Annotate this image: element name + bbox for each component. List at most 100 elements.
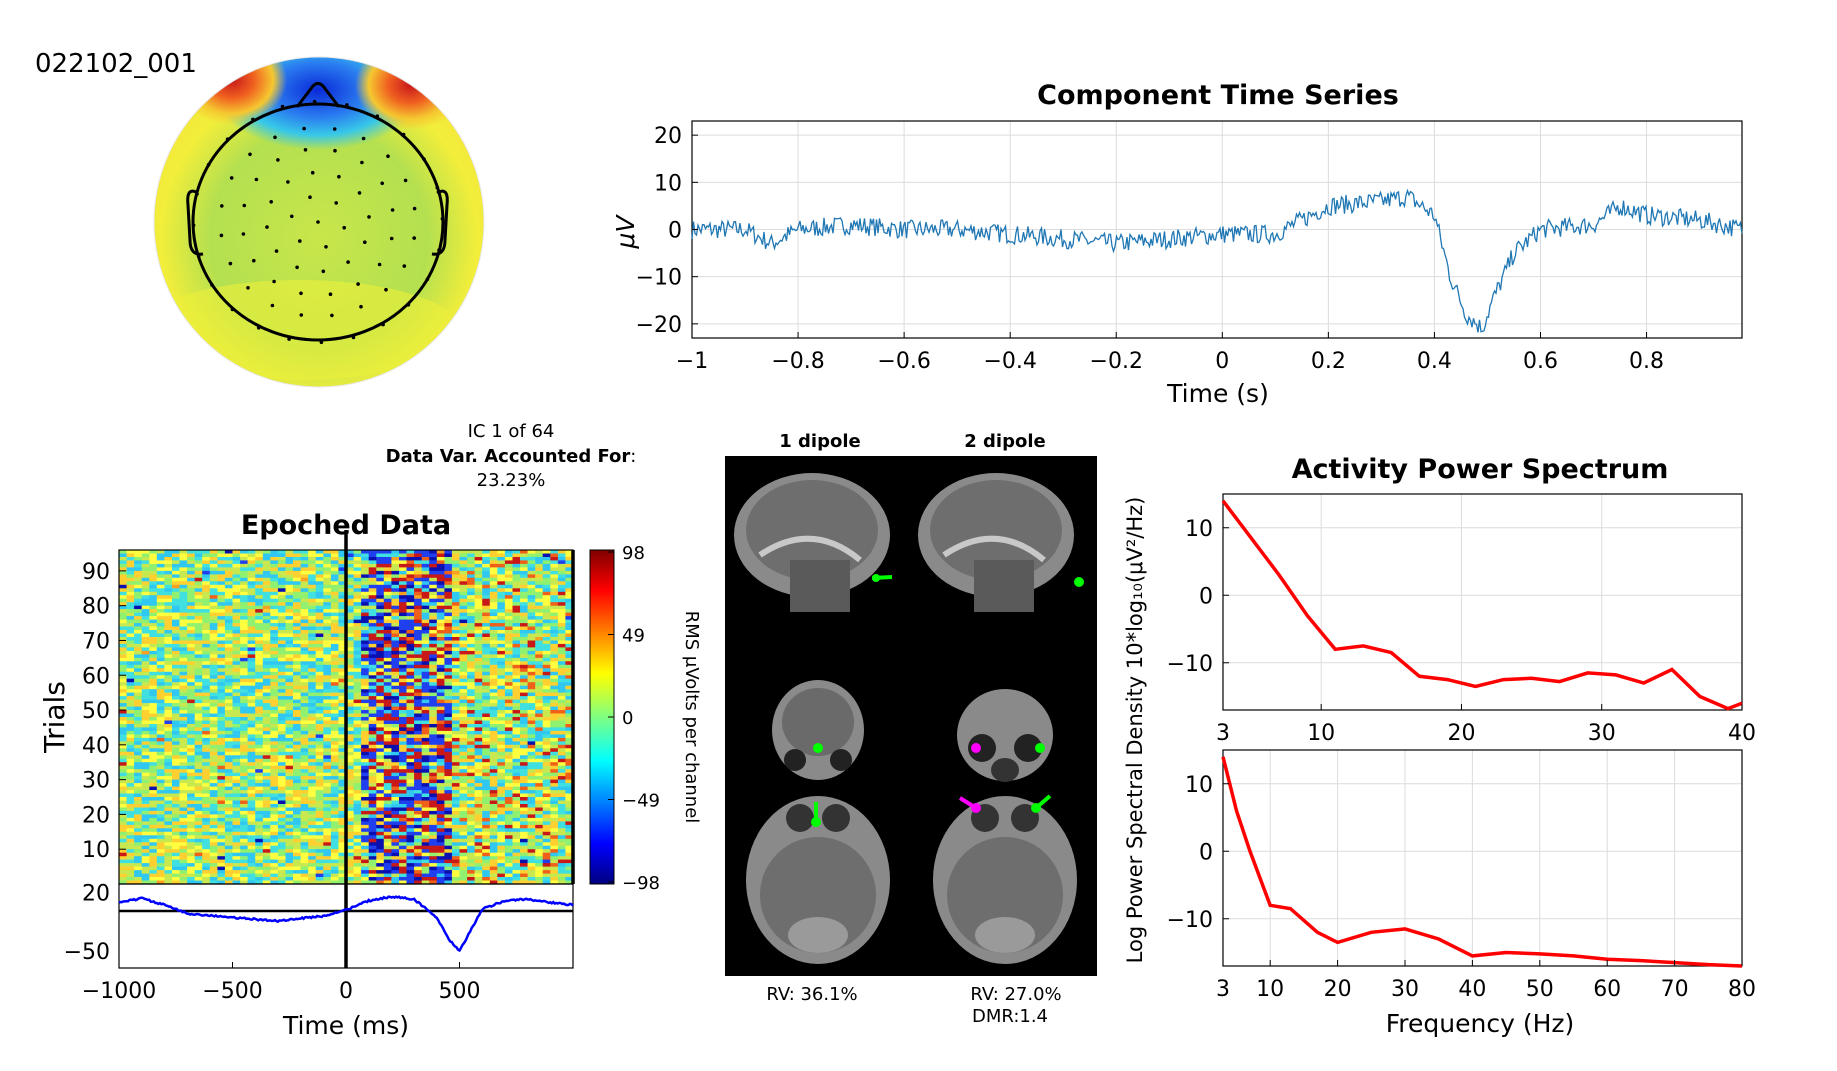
erp-image-cell bbox=[346, 814, 355, 819]
erp-image-cell bbox=[202, 706, 211, 711]
erp-image-cell bbox=[300, 619, 309, 624]
erp-image-cell bbox=[497, 550, 506, 554]
erp-image-cell bbox=[504, 591, 513, 596]
erp-image-cell bbox=[535, 682, 544, 687]
erp-image-cell bbox=[474, 717, 483, 721]
erp-image-cell bbox=[535, 744, 544, 749]
erp-image-cell bbox=[338, 657, 347, 662]
erp-image-cell bbox=[399, 772, 408, 777]
erp-image-cell bbox=[474, 619, 483, 624]
erp-image-cell bbox=[482, 810, 491, 815]
erp-image-cell bbox=[474, 626, 483, 631]
erp-image-cell bbox=[119, 730, 128, 735]
erp-image-cell bbox=[330, 560, 339, 565]
erp-image-cell bbox=[149, 664, 158, 669]
erp-image-cell bbox=[565, 650, 573, 655]
erp-image-cell bbox=[535, 692, 544, 697]
erp-image-cell bbox=[126, 779, 135, 784]
erp-image-cell bbox=[383, 626, 392, 631]
erp-image-cell bbox=[300, 706, 309, 711]
erp-image-cell bbox=[361, 605, 370, 610]
erp-image-cell bbox=[346, 612, 355, 617]
erp-image-cell bbox=[315, 664, 324, 669]
erp-image-cell bbox=[119, 689, 128, 694]
erp-image-cell bbox=[240, 675, 249, 680]
erp-image-cell bbox=[542, 664, 551, 669]
erp-image-cell bbox=[444, 713, 453, 718]
erp-image-cell bbox=[187, 609, 196, 614]
erp-image-cell bbox=[262, 570, 271, 575]
erp-image-cell bbox=[436, 741, 445, 746]
erp-image-cell bbox=[421, 570, 430, 575]
erp-image-cell bbox=[361, 584, 370, 589]
erp-image-cell bbox=[346, 664, 355, 669]
erp-image-cell bbox=[467, 661, 476, 666]
erp-image-cell bbox=[467, 563, 476, 568]
erp-image-cell bbox=[451, 637, 460, 641]
erp-image-cell bbox=[467, 797, 476, 801]
erp-image-cell bbox=[293, 779, 302, 784]
erp-image-cell bbox=[429, 699, 438, 704]
erp-image-cell bbox=[520, 790, 529, 795]
erp-image-cell bbox=[270, 609, 279, 614]
erp-image-cell bbox=[542, 685, 551, 690]
erp-image-cell bbox=[436, 699, 445, 704]
erp-image-cell bbox=[179, 657, 188, 662]
erp-image-cell bbox=[293, 710, 302, 714]
erp-image-cell bbox=[414, 817, 423, 822]
erp-image-cell bbox=[338, 755, 347, 760]
erp-image-cell bbox=[376, 783, 385, 788]
erp-image-cell bbox=[300, 793, 309, 798]
erp-image-cell bbox=[391, 657, 400, 662]
erp-image-cell bbox=[187, 810, 196, 815]
erp-image-cell bbox=[270, 751, 279, 756]
erp-image-cell bbox=[535, 675, 544, 680]
erp-image-cell bbox=[134, 550, 143, 554]
electrode-dot bbox=[312, 99, 317, 104]
erp-image-cell bbox=[535, 685, 544, 690]
erp-image-cell bbox=[474, 588, 483, 593]
erp-image-cell bbox=[141, 720, 150, 725]
erp-image-cell bbox=[141, 647, 150, 652]
erp-image-cell bbox=[308, 675, 317, 680]
erp-image-cell bbox=[149, 591, 158, 596]
erp-image-cell bbox=[338, 772, 347, 777]
erp-image-cell bbox=[338, 671, 347, 676]
erp-image-cell bbox=[126, 661, 135, 666]
erp-image-cell bbox=[187, 647, 196, 652]
erp-image-cell bbox=[277, 720, 286, 725]
erp-image-cell bbox=[172, 699, 181, 704]
erp-image-cell bbox=[361, 671, 370, 676]
erp-image-cell bbox=[436, 713, 445, 718]
erp-image-cell bbox=[361, 744, 370, 749]
erp-image-cell bbox=[255, 557, 264, 561]
erp-image-cell bbox=[293, 800, 302, 805]
erp-image-cell bbox=[179, 741, 188, 746]
erp-image-cell bbox=[308, 619, 317, 624]
erp-image-cell bbox=[323, 769, 332, 774]
erp-image-cell bbox=[489, 664, 498, 669]
erp-image-cell bbox=[194, 581, 203, 586]
erp-image-cell bbox=[482, 779, 491, 784]
erp-image-cell bbox=[156, 598, 165, 603]
erp-image-cell bbox=[520, 710, 529, 714]
erp-image-cell bbox=[414, 612, 423, 617]
electrode-dot bbox=[272, 279, 276, 284]
erp-image-cell bbox=[474, 790, 483, 795]
erp-image-cell bbox=[224, 727, 233, 732]
erp-image-cell bbox=[497, 605, 506, 610]
erp-image-cell bbox=[436, 758, 445, 763]
erp-image-cell bbox=[255, 675, 264, 680]
erp-image-cell bbox=[414, 605, 423, 610]
erp-image-cell bbox=[194, 577, 203, 582]
erp-image-cell bbox=[262, 560, 271, 565]
erp-image-cell bbox=[300, 616, 309, 621]
erp-image-cell bbox=[459, 647, 468, 652]
erp-image-cell bbox=[209, 550, 218, 554]
erp-image-cell bbox=[368, 706, 377, 711]
erp-image-cell bbox=[330, 550, 339, 554]
erp-image-cell bbox=[119, 671, 128, 676]
erp-image-cell bbox=[376, 810, 385, 815]
erp-image-cell bbox=[391, 734, 400, 739]
erp-image-cell bbox=[255, 626, 264, 631]
